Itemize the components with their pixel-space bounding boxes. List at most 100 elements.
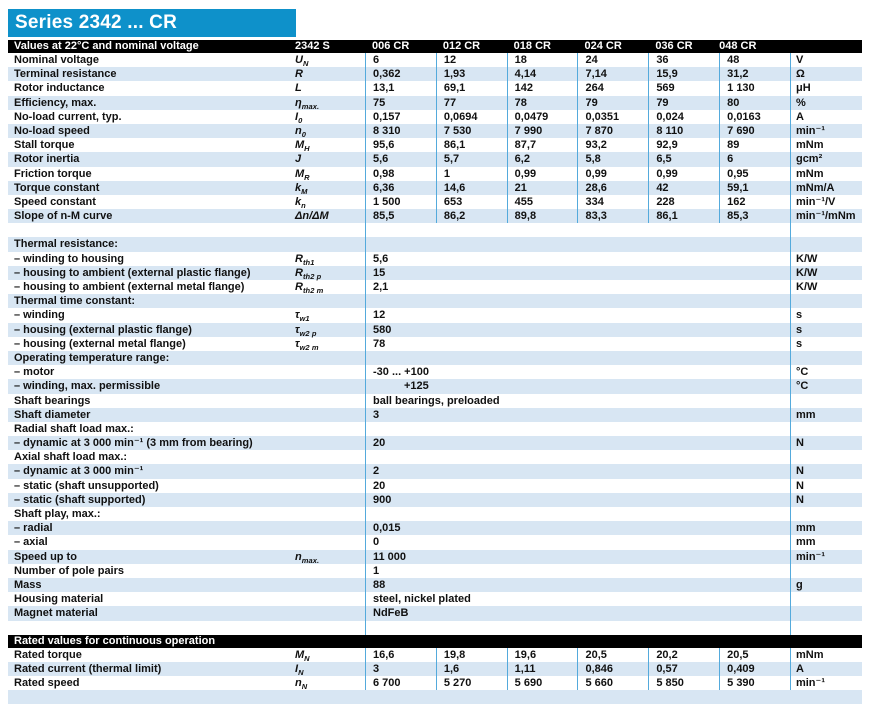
value-cell: 264 — [577, 81, 648, 96]
spec-table: Values at 22°C and nominal voltage 2342 … — [8, 40, 862, 705]
unit-cell: mm — [790, 521, 862, 536]
value-cell — [365, 620, 790, 635]
value-cell: 1 — [435, 166, 507, 181]
value-cell: 4,14 — [506, 67, 578, 82]
value-cell: 3 — [365, 661, 436, 677]
unit-cell: gcm² — [789, 152, 862, 167]
value-cell: 88 — [365, 577, 790, 593]
param-label: – static (shaft unsupported) — [14, 479, 159, 492]
param-row: – dynamic at 3 000 min⁻¹ (3 mm from bear… — [8, 436, 862, 451]
value-cell: 87,7 — [506, 138, 578, 153]
unit-cell — [790, 563, 862, 578]
symbol-main: I — [295, 110, 299, 123]
value-cell: 5,7 — [435, 152, 507, 167]
value-cell: 0,99 — [577, 166, 648, 181]
param-symbol — [290, 535, 365, 549]
param-label: – housing to ambient (external plastic f… — [14, 266, 251, 279]
param-label: Shaft diameter — [14, 408, 91, 421]
param-symbol: MH — [290, 138, 365, 153]
unit-cell: mm — [790, 535, 862, 550]
unit-cell: mNm — [789, 138, 862, 153]
unit-cell: °C — [790, 379, 862, 394]
param-label: – housing to ambient (external metal fla… — [14, 281, 245, 293]
symbol-main: τ — [295, 337, 300, 350]
value-cell — [365, 223, 790, 238]
value-cell: NdFeB — [365, 606, 790, 621]
symbol-subscript: w2 p — [299, 328, 317, 338]
unit-cell: s — [790, 322, 862, 337]
param-row: Shaft bearings ball bearings, preloaded — [8, 393, 862, 408]
param-symbol — [290, 479, 365, 493]
value-cell: 86,2 — [435, 209, 507, 224]
spec-rows: Nominal voltage UN 6 12 18 24 36 48 V Terminal re… — [8, 53, 862, 635]
symbol-main: M — [295, 139, 305, 152]
column-header: 024 CR — [584, 40, 622, 52]
param-row: – housing (external metal flange) τw2 m 78… — [8, 336, 862, 352]
value-cell: 1,6 — [435, 661, 507, 677]
symbol-subscript: N — [302, 59, 309, 68]
unit-cell: A — [789, 109, 862, 124]
value-cell: 3 — [365, 407, 790, 422]
param-symbol — [290, 521, 365, 535]
param-symbol: MN — [290, 648, 365, 663]
value-cell: -30 ... +100 — [365, 365, 790, 380]
value-cell: 0,95 — [719, 166, 790, 181]
param-label: – winding to housing — [14, 252, 124, 265]
param-row: – axial 0 mm — [8, 535, 862, 550]
param-symbol — [290, 464, 365, 478]
value-cell: 21 — [506, 180, 578, 195]
unit-cell: min⁻¹/V — [789, 194, 862, 210]
param-symbol — [290, 394, 365, 408]
value-cell: 228 — [648, 194, 719, 210]
param-label: – dynamic at 3 000 min⁻¹ (3 mm from bear… — [14, 437, 253, 450]
value-cell: 83,3 — [577, 209, 648, 224]
symbol-subscript: 0 — [298, 115, 303, 125]
param-symbol: J — [290, 152, 365, 166]
value-cell: 85,3 — [719, 209, 790, 224]
unit-cell — [790, 592, 862, 607]
param-row: Shaft play, max.: — [8, 507, 862, 522]
unit-cell: min⁻¹ — [790, 549, 862, 564]
value-cell: 142 — [506, 81, 578, 96]
param-row: Speed up to nmax. 11 000 min⁻¹ — [8, 549, 862, 565]
symbol-main: L — [295, 82, 302, 95]
param-label: – radial — [14, 522, 53, 535]
value-cell: 89 — [719, 138, 790, 153]
unit-cell — [790, 507, 862, 522]
unit-cell: °C — [790, 365, 862, 380]
value-cell: 653 — [435, 194, 507, 210]
unit-cell: min⁻¹/mNm — [789, 209, 862, 224]
symbol-main: n — [295, 677, 302, 690]
param-row: – winding to housing Rth1 5,6 K/W — [8, 251, 862, 267]
value-cell: 31,2 — [719, 67, 790, 82]
param-row: Stall torque MH 95,6 86,1 87,7 93,2 92,9 89 mNm — [8, 138, 862, 153]
value-cell: 0,0163 — [719, 109, 790, 124]
param-row: Slope of n-M curve Δn/ΔM 85,5 86,2 89,8 83,3 8… — [8, 209, 862, 224]
param-symbol — [290, 493, 365, 507]
param-label: Axial shaft load max.: — [14, 451, 128, 464]
value-cell — [365, 350, 790, 366]
unit-cell — [790, 450, 862, 465]
unit-cell: min⁻¹ — [789, 123, 862, 139]
column-header: 012 CR — [442, 40, 481, 52]
unit-cell: min⁻¹ — [789, 676, 862, 691]
param-label: No-load speed — [14, 124, 90, 137]
unit-cell: N — [790, 464, 862, 479]
value-cell: 7 870 — [577, 123, 648, 139]
value-cell: 1,93 — [435, 67, 507, 82]
value-cell: 8 310 — [365, 123, 436, 139]
value-cell: 80 — [719, 95, 790, 110]
param-symbol: UN — [290, 53, 365, 68]
param-label: Housing material — [14, 593, 104, 606]
value-cell: 5 850 — [648, 676, 719, 691]
param-symbol: nmax. — [290, 550, 365, 565]
table-header-title: Values at 22°C and nominal voltage — [14, 40, 199, 52]
value-cell: 19,8 — [435, 647, 507, 662]
value-cell: 0,362 — [365, 67, 436, 82]
value-cell: 15 — [365, 265, 790, 280]
value-cell: 0,157 — [365, 109, 436, 124]
symbol-subscript: th2 m — [302, 286, 324, 295]
param-label: Nominal voltage — [14, 54, 99, 66]
value-cell: 1 — [365, 563, 790, 578]
